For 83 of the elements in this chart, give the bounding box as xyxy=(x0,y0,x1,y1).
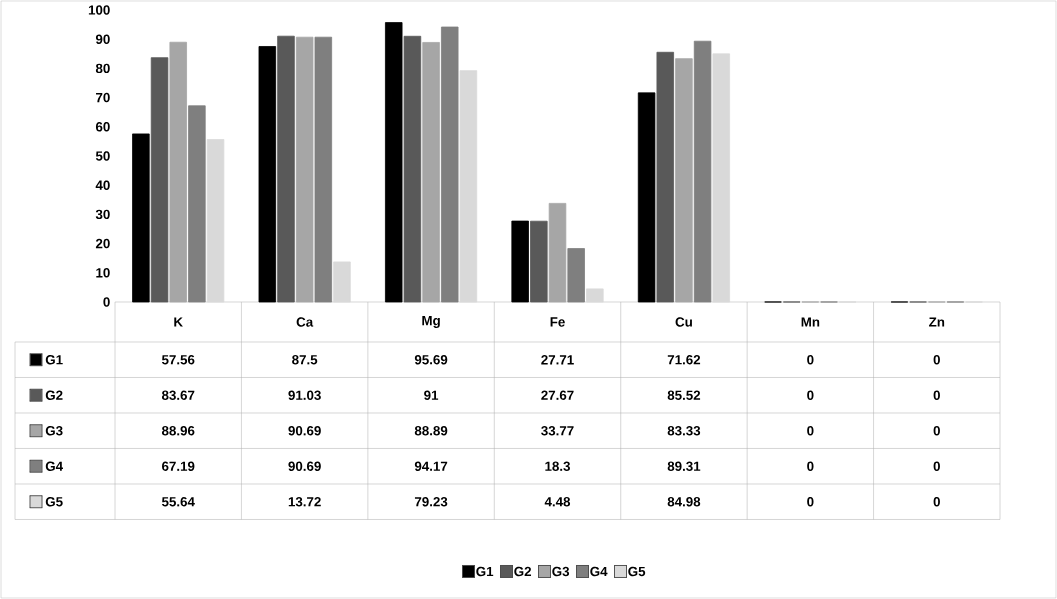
y-tick-label: 30 xyxy=(95,209,110,220)
data-label: 0 xyxy=(807,390,814,400)
x-tick-label: Cu xyxy=(675,317,692,327)
text: G5 xyxy=(628,566,646,577)
x-tick-label: Ca xyxy=(296,317,314,327)
text: G4 xyxy=(590,566,608,577)
data-label: 0 xyxy=(933,390,940,400)
bar xyxy=(530,220,548,303)
x-tick-label: K xyxy=(174,317,183,327)
data-label: 27.67 xyxy=(541,390,574,400)
data-label: 83.33 xyxy=(667,426,701,436)
y-tick-label: 100 xyxy=(88,5,110,15)
data-label: 87.5 xyxy=(292,355,318,365)
data-label: 55.64 xyxy=(161,497,195,507)
data-label: 0 xyxy=(807,461,814,471)
data-label: 27.71 xyxy=(541,355,574,365)
data-label: 13.72 xyxy=(288,497,321,507)
bar xyxy=(693,40,712,303)
bar xyxy=(314,36,333,303)
bar xyxy=(403,35,422,303)
bar xyxy=(459,70,478,303)
bar xyxy=(586,288,604,303)
bar xyxy=(637,92,656,303)
data-label: 0 xyxy=(933,497,940,507)
legend-label: G3 xyxy=(45,426,63,436)
x-tick-label: Mg xyxy=(422,315,440,328)
bar xyxy=(132,133,150,303)
bar xyxy=(277,35,295,303)
bar xyxy=(333,261,351,303)
text: G3 xyxy=(552,566,570,577)
bar xyxy=(567,248,585,303)
bar xyxy=(441,26,459,303)
data-label: 57.56 xyxy=(161,355,195,365)
bar xyxy=(712,53,730,303)
data-label: 79.23 xyxy=(414,497,448,507)
data-label: 94.17 xyxy=(414,461,448,471)
bar xyxy=(206,139,225,303)
bar xyxy=(188,105,206,303)
data-label: 88.89 xyxy=(414,426,448,436)
data-label: 0 xyxy=(807,355,814,365)
y-tick-label: 50 xyxy=(95,151,110,161)
y-tick-label: 0 xyxy=(103,297,110,307)
data-label: 91 xyxy=(424,390,439,400)
legend-label: G2 xyxy=(45,390,63,400)
data-label: 88.96 xyxy=(161,426,195,436)
data-label: 67.19 xyxy=(162,461,195,471)
y-tick-label: 10 xyxy=(96,268,110,278)
bar xyxy=(656,51,674,303)
y-tick-label: 70 xyxy=(96,92,110,103)
legend-label: G4 xyxy=(45,461,63,471)
legend-label: G1 xyxy=(45,355,63,365)
bar xyxy=(258,46,277,303)
data-label: 84.98 xyxy=(667,497,701,507)
data-label: 4.48 xyxy=(544,497,571,507)
data-label: 0 xyxy=(933,426,940,436)
data-label: 0 xyxy=(807,426,814,436)
data-label: 95.69 xyxy=(414,355,448,365)
data-label: 90.69 xyxy=(288,461,321,471)
data-label: 71.62 xyxy=(667,355,701,365)
data-label: 0 xyxy=(933,355,940,365)
bar xyxy=(511,220,529,303)
bar xyxy=(150,57,169,303)
data-label: 0 xyxy=(933,461,940,471)
y-tick-label: 80 xyxy=(95,63,110,74)
y-tick-label: 20 xyxy=(95,238,110,249)
data-label: 89.31 xyxy=(667,461,701,471)
text: G2 xyxy=(514,566,532,577)
y-tick-label: 40 xyxy=(95,180,110,190)
data-label: 90.69 xyxy=(288,426,321,436)
text: G1 xyxy=(476,566,494,577)
y-tick-label: 90 xyxy=(95,34,110,44)
x-tick-label: Fe xyxy=(550,317,565,327)
x-tick-label: Mn xyxy=(801,317,820,327)
y-tick-label: 60 xyxy=(95,122,110,132)
data-label: 91.03 xyxy=(288,390,321,400)
data-label: 85.52 xyxy=(667,390,701,400)
legend-label: G5 xyxy=(45,497,63,507)
bar xyxy=(385,22,403,303)
data-label: 0 xyxy=(807,497,814,507)
data-label: 33.77 xyxy=(541,426,574,436)
data-label: 18.3 xyxy=(545,461,570,471)
x-tick-label: Zn xyxy=(929,317,945,327)
data-label: 83.67 xyxy=(161,390,195,400)
